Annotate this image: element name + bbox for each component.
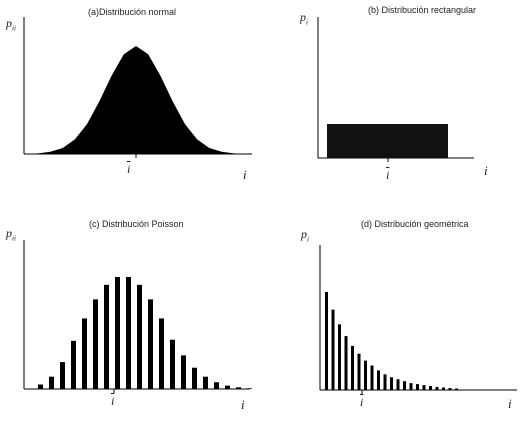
- chart-title-rectangular: (b) Distribución rectangular: [368, 5, 477, 15]
- geometric-bar-16: [429, 386, 432, 390]
- poisson-bar-13: [181, 355, 186, 389]
- poisson-bar-15: [203, 376, 208, 389]
- poisson-bar-14: [192, 367, 197, 389]
- poisson-bar-18: [236, 387, 241, 389]
- geometric-bar-15: [422, 385, 426, 390]
- mean-label-rectangular: i: [386, 168, 390, 182]
- geometric-bar-12: [403, 381, 406, 390]
- geometric-bar-7: [370, 365, 374, 390]
- poisson-bar-19: [247, 388, 252, 389]
- geometric-bar-3: [344, 336, 348, 390]
- poisson-bar-6: [104, 284, 109, 389]
- poisson-bar-4: [82, 318, 87, 389]
- poisson-bar-5: [93, 299, 98, 389]
- geometric-bar-11: [396, 379, 400, 390]
- geometric-bar-6: [364, 360, 367, 390]
- poisson-bar-7: [115, 277, 120, 389]
- geometric-bar-2: [338, 324, 341, 390]
- geometric-bar-10: [390, 377, 393, 390]
- mean-label-normal: i: [127, 162, 131, 176]
- geometric-bar-9: [383, 374, 387, 390]
- poisson-bar-0: [38, 384, 43, 389]
- poisson-bar-3: [71, 340, 76, 389]
- chart-title-normal: (a)Distribución normal: [88, 7, 177, 17]
- geometric-bar-17: [435, 387, 439, 390]
- poisson-bar-2: [60, 362, 65, 389]
- x-axis-label-geometric: i: [508, 396, 512, 411]
- poisson-bar-10: [148, 299, 153, 389]
- mean-label-poisson: i: [111, 394, 115, 408]
- geometric-bar-1: [331, 309, 335, 390]
- geometric-bar-19: [448, 388, 452, 390]
- poisson-bar-9: [137, 284, 142, 389]
- geometric-bar-14: [416, 384, 419, 390]
- geometric-bar-5: [357, 353, 361, 390]
- y-axis-label-normal: pii: [6, 16, 16, 33]
- x-axis-label-poisson: i: [241, 397, 245, 412]
- poisson-bar-12: [170, 339, 175, 389]
- x-axis-label-normal: i: [243, 167, 247, 182]
- chart-title-poisson: (c) Distribución Poisson: [89, 219, 184, 229]
- x-axis-label-rectangular: i: [484, 163, 488, 178]
- rectangular-bar: [327, 124, 448, 158]
- geometric-bar-4: [351, 345, 354, 390]
- poisson-bar-8: [126, 277, 131, 389]
- geometric-bar-20: [455, 388, 458, 390]
- geometric-bar-8: [377, 370, 380, 390]
- geometric-bar-18: [442, 387, 445, 390]
- y-axis-label-geometric: pi: [301, 227, 309, 244]
- geometric-bar-13: [409, 383, 413, 390]
- poisson-bar-17: [225, 385, 230, 389]
- y-axis-label-rectangular: pi: [300, 10, 308, 27]
- poisson-bar-11: [159, 318, 164, 389]
- geometric-bar-0: [325, 292, 328, 390]
- y-axis-label-poisson: pii: [6, 226, 16, 243]
- mean-label-geometric: i: [360, 395, 364, 409]
- poisson-bar-1: [49, 376, 54, 389]
- chart-title-geometric: (d) Distribución geométrica: [361, 219, 469, 229]
- normal-curve-area: [26, 46, 246, 154]
- poisson-bar-16: [214, 382, 219, 389]
